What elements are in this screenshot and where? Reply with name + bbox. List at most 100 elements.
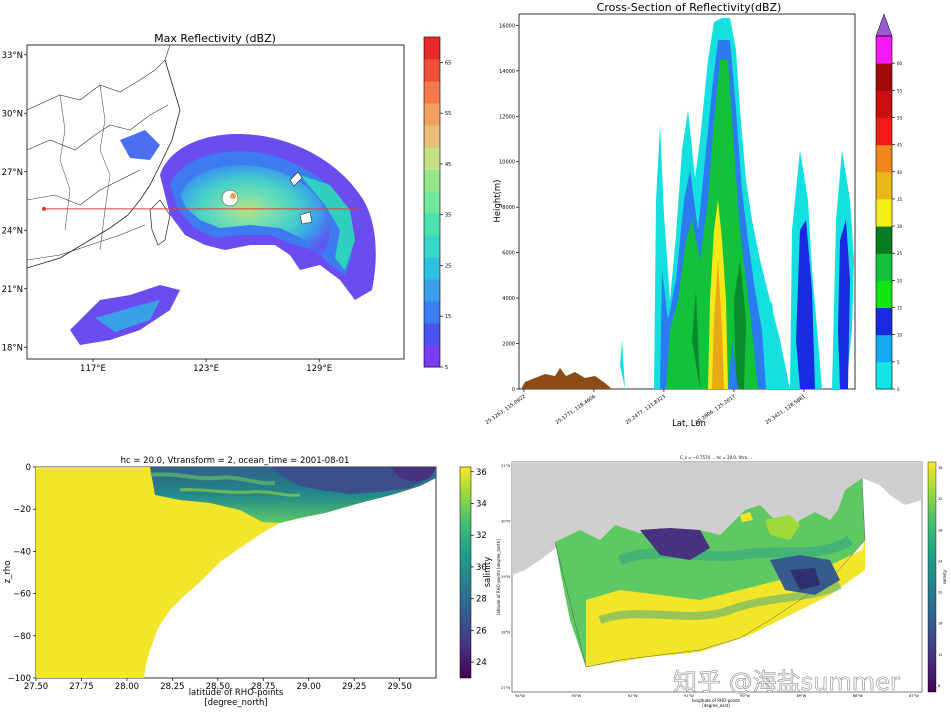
colorbar-tick-label: 30 xyxy=(476,563,487,573)
y-tick-label: 16000 xyxy=(499,23,515,29)
colorbar-swatch xyxy=(876,253,892,281)
panel-cross-section: Cross-Section of Reflectivity(dBZ) 02000… xyxy=(485,1,903,429)
colorbar-tick-label: 60 xyxy=(897,61,903,66)
x-tick-label: 93°W xyxy=(571,694,581,698)
x-tick-label: 25.1263, 115.0922 xyxy=(485,394,528,426)
salinity-field xyxy=(36,467,436,678)
y-tick-label: 4000 xyxy=(502,296,515,302)
y-tick-label: 18°N xyxy=(2,343,23,353)
x-tick-label: 117°E xyxy=(80,364,106,374)
colorbar-label: salinity xyxy=(483,557,493,587)
x-tick-label: 94°W xyxy=(515,694,525,698)
x-axis-label: longitude of RHO-points xyxy=(692,698,740,703)
x-tick-label: 28.75 xyxy=(251,682,275,692)
colorbar-tick-label: 36 xyxy=(938,466,942,470)
panel-max-reflectivity: Max Reflectivity (dBZ) xyxy=(2,32,452,374)
x-axis-label: Lat, Lon xyxy=(672,419,706,429)
colorbar-tick-label: 30 xyxy=(897,224,903,229)
colorbar-swatch xyxy=(876,226,892,254)
colorbar-swatch xyxy=(876,307,892,336)
watermark: 知乎 @海盐summer xyxy=(673,668,900,696)
colorbar-tick-label: 32 xyxy=(938,497,942,501)
colorbar-swatch xyxy=(424,147,440,170)
colorbar-extend-arrow xyxy=(875,13,893,37)
salinity-map-colorbar xyxy=(927,461,937,693)
chart-title: C_s = −0.7574 ... hc = 20.0, Vtra ... xyxy=(680,455,752,460)
x-tick-label: 25.2477, 121.8323 xyxy=(625,394,668,426)
x-tick-label: 25.3421, 128.5881 xyxy=(765,394,808,426)
y-tick-label: 0 xyxy=(512,387,515,393)
x-axis-label-units: [degree_east] xyxy=(702,703,730,708)
y-tick-label: −20 xyxy=(13,505,31,515)
colorbar-tick-label: 34 xyxy=(476,499,487,509)
colorbar-swatch xyxy=(424,81,440,104)
x-tick-label: 129°E xyxy=(306,364,332,374)
y-tick-label: 8000 xyxy=(502,205,515,211)
y-tick-label: −100 xyxy=(8,674,31,684)
colorbar-tick-label: 28 xyxy=(476,595,487,605)
colorbar-tick-label: 16 xyxy=(938,622,942,626)
colorbar-swatch xyxy=(424,191,440,214)
colorbar-tick-label: 35 xyxy=(445,213,451,219)
x-tick-label: 92°W xyxy=(628,694,638,698)
colorbar-swatch xyxy=(876,171,892,200)
y-tick-label: 24°N xyxy=(2,226,23,236)
colorbar-label: salinity xyxy=(942,569,947,584)
x-tick-label: 87°W xyxy=(909,694,919,698)
colorbar-swatch xyxy=(424,323,440,346)
x-tick-label: 27.75 xyxy=(69,682,93,692)
colorbar-tick-label: 35 xyxy=(897,197,903,202)
colorbar-swatch xyxy=(424,235,440,258)
colorbar-swatch xyxy=(876,117,892,146)
colorbar-tick-label: 55 xyxy=(445,111,451,117)
y-tick-label: 10000 xyxy=(499,160,515,166)
reflectivity-colorbar: 5 15 25 35 45 55 65 xyxy=(423,36,451,371)
colorbar-swatch xyxy=(424,279,440,302)
colorbar-tick-label: 65 xyxy=(445,60,451,66)
salinity-map-field xyxy=(512,462,922,668)
x-tick-label: 27.50 xyxy=(24,682,48,692)
chart-title: Max Reflectivity (dBZ) xyxy=(154,32,276,45)
y-tick-label: −60 xyxy=(13,590,31,600)
colorbar-tick-label: 24 xyxy=(938,559,943,563)
colorbar-tick-label: 12 xyxy=(938,653,942,657)
panel-salinity-section: hc = 20.0, Vtransform = 2, ocean_time = … xyxy=(3,456,493,708)
colorbar-tick-label: 0 xyxy=(897,387,900,392)
y-tick-label: 12000 xyxy=(499,114,515,120)
y-axis-label: latitude of RHO-points [degree_north] xyxy=(496,539,501,615)
y-tick-label: 33°N xyxy=(2,51,23,61)
colorbar-tick-label: 45 xyxy=(897,143,903,148)
colorbar-tick-label: 20 xyxy=(938,591,942,595)
y-tick-label: 27°N xyxy=(2,168,23,178)
x-axis-label-units: [degree_north] xyxy=(204,698,267,708)
x-axis-label: latitude of RHO-points xyxy=(189,688,284,698)
colorbar-swatch xyxy=(424,59,440,82)
salinity-colorbar xyxy=(459,466,472,679)
x-tick-label: 29.50 xyxy=(387,682,411,692)
colorbar-tick-label: 26 xyxy=(476,626,487,636)
colorbar-tick-label: 15 xyxy=(897,306,903,311)
colorbar-swatch xyxy=(424,345,440,368)
colorbar-swatch xyxy=(876,144,892,173)
y-tick-label: −80 xyxy=(13,632,31,642)
colorbar-swatch xyxy=(424,125,440,148)
y-tick-label: 29°N xyxy=(501,575,510,579)
colorbar-tick-label: 8 xyxy=(938,684,940,688)
colorbar-tick-label: 50 xyxy=(897,115,903,120)
x-tick-label: 29.00 xyxy=(297,682,321,692)
colorbar-swatch xyxy=(876,90,892,118)
colorbar-swatch xyxy=(876,198,892,227)
x-tick-label: 25.1771, 118.4606 xyxy=(555,394,598,426)
y-tick-label: 28°N xyxy=(501,631,510,635)
colorbar-tick-label: 36 xyxy=(476,468,487,478)
y-tick-label: 21°N xyxy=(2,285,23,295)
y-tick-label: 31°N xyxy=(501,464,510,468)
colorbar-tick-label: 55 xyxy=(897,88,903,93)
y-tick-label: 14000 xyxy=(499,69,515,75)
colorbar-tick-label: 25 xyxy=(445,263,451,269)
x-tick-label: 88°W xyxy=(853,694,863,698)
colorbar-swatch xyxy=(876,361,892,390)
y-axis-label: z_rho xyxy=(3,561,13,584)
y-tick-label: 30°N xyxy=(501,520,510,524)
